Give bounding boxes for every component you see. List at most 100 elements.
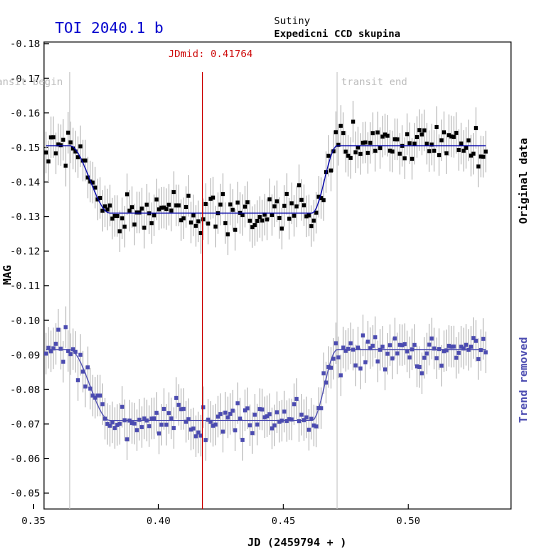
data-point [459,344,464,349]
data-point [235,200,240,205]
data-point [333,130,338,135]
data-point [120,404,125,409]
data-point [176,402,181,407]
data-point [78,352,83,357]
data-point [422,128,427,133]
data-point [164,207,169,212]
data-point [294,396,299,401]
transit-end-label: transit end [341,77,407,88]
x-axis: 0.35 0.40 0.45 0.50 [21,504,420,527]
data-point [186,193,191,198]
data-point [191,426,196,431]
data-point [289,201,294,206]
data-point [179,218,184,223]
data-point [274,199,279,204]
data-point [235,401,240,406]
y-tick-label: -0.05 [10,489,40,500]
data-point [326,153,331,158]
data-point [260,407,265,412]
data-point [321,371,326,376]
data-point [181,406,186,411]
data-point [414,135,419,140]
data-point [228,202,233,207]
data-point [419,371,424,376]
data-point [469,153,474,158]
data-point [245,200,250,205]
data-point [274,410,279,415]
transit-begin-label: transit begin [0,77,63,88]
data-point [360,140,365,145]
data-point [434,356,439,361]
data-point [321,198,326,203]
data-point [223,410,228,415]
data-point [206,221,211,226]
data-point [358,151,363,156]
data-point [471,336,476,341]
data-point [149,416,154,421]
data-point [46,159,51,164]
data-point [66,348,71,353]
data-point [311,423,316,428]
data-point [169,208,174,213]
data-point [48,349,53,354]
data-point [83,158,88,163]
data-point [171,426,176,431]
data-point [252,412,257,417]
data-point [429,142,434,147]
data-point [230,207,235,212]
data-point [110,216,115,221]
data-point [154,410,159,415]
data-point [242,204,247,209]
data-point [66,130,71,135]
data-point [319,196,324,201]
data-point [351,119,356,124]
data-point [201,405,206,410]
data-point [324,380,329,385]
data-point [299,197,304,202]
data-point [441,349,446,354]
data-point [373,148,378,153]
data-point [427,342,432,347]
data-point [461,148,466,153]
data-point [267,197,272,202]
data-point [272,423,277,428]
data-point [98,195,103,200]
data-point [454,355,459,360]
data-point [110,420,115,425]
data-point [444,348,449,353]
model-curve [46,349,486,421]
data-point [112,213,117,218]
data-point [90,180,95,185]
y-tick-label: -0.18 [10,39,40,50]
data-point [483,149,488,154]
data-point [412,342,417,347]
data-point [137,417,142,422]
data-point [122,224,127,229]
data-point [245,406,250,411]
data-point [397,342,402,347]
data-point [397,151,402,156]
data-point [208,419,213,424]
data-point [61,137,66,142]
data-point [230,408,235,413]
data-point [78,144,83,149]
y-axis: -0.18 -0.17 -0.16 -0.15 -0.14 -0.13 -0.12 -0.11… [10,39,49,500]
data-point [105,421,110,426]
data-point [314,424,319,429]
data-point [71,146,76,151]
data-point [198,231,203,236]
data-point [188,220,193,225]
data-point [365,150,370,155]
data-point [306,213,311,218]
data-point [56,142,61,147]
data-point [429,336,434,341]
data-point [336,355,341,360]
data-point [137,210,142,215]
data-point [380,134,385,139]
data-point [257,407,262,412]
data-point [437,347,442,352]
data-point [338,373,343,378]
data-point [51,346,56,351]
data-point [174,203,179,208]
